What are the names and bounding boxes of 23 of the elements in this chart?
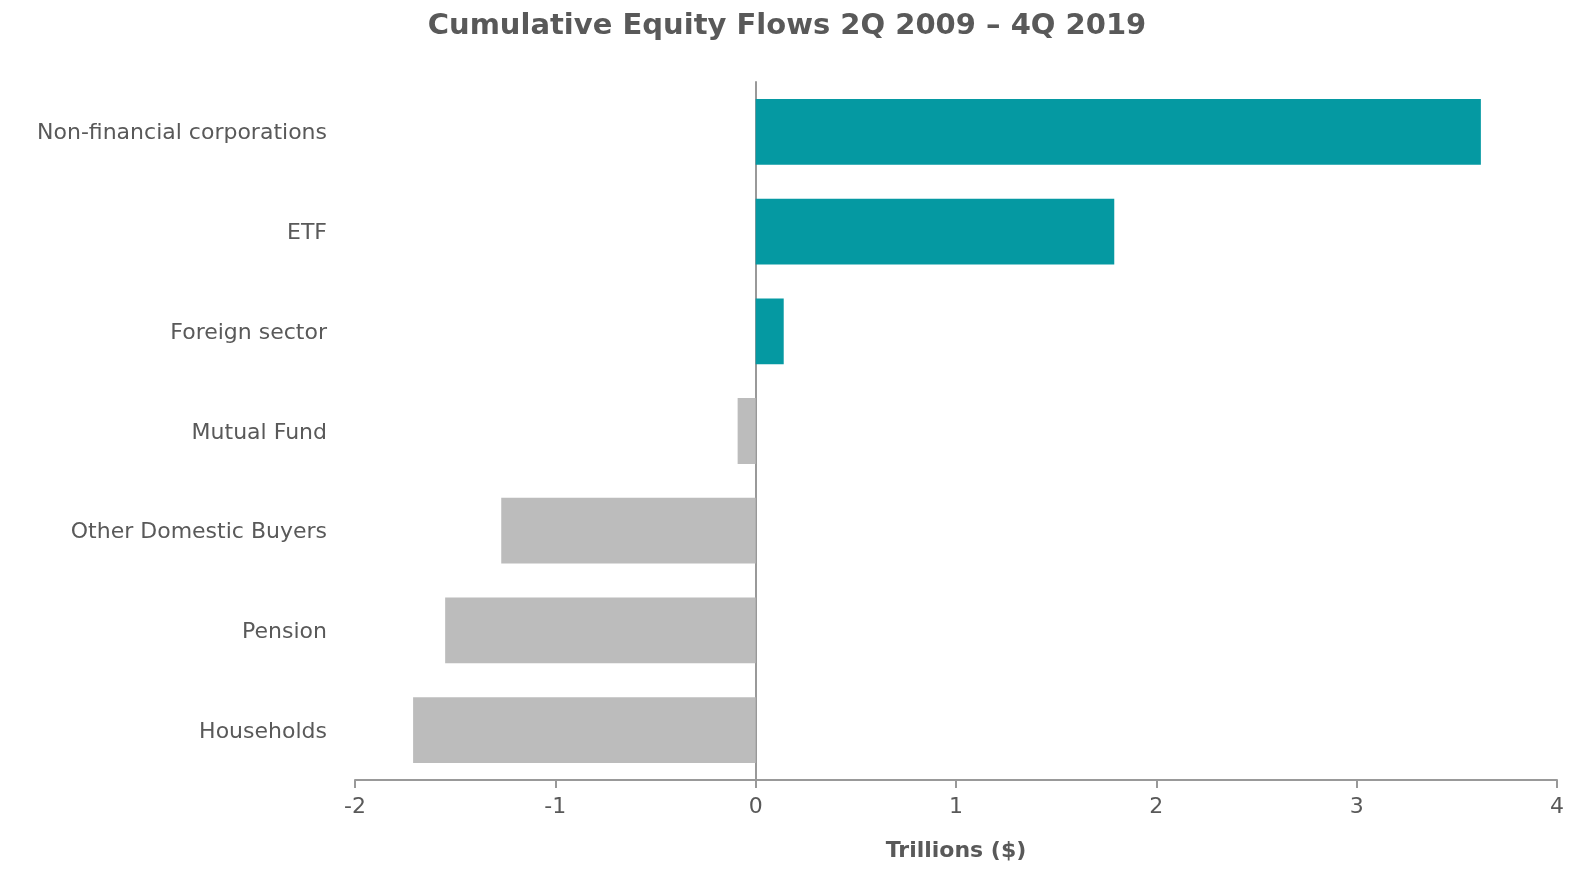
chart-title: Cumulative Equity Flows 2Q 2009 – 4Q 2019 (427, 6, 1147, 41)
bar (445, 597, 756, 664)
y-tick-label: Other Domestic Buyers (70, 518, 327, 544)
x-tick-label: 4 (1550, 792, 1564, 818)
y-tick-label: ETF (287, 219, 327, 245)
bar (413, 697, 756, 764)
x-tick-label: -2 (344, 792, 366, 818)
x-tick-label: 3 (1349, 792, 1364, 818)
x-tick-label: 2 (1149, 792, 1164, 818)
x-axis-title: Trillions ($) (885, 836, 1027, 862)
bar (755, 298, 784, 365)
bar (737, 398, 756, 464)
bar (501, 497, 756, 564)
y-tick-label: Non-financial corporations (37, 119, 327, 145)
x-tick-label: 0 (748, 792, 763, 818)
bar (755, 98, 1481, 165)
y-tick-label: Mutual Fund (191, 418, 327, 444)
bar (755, 198, 1115, 265)
y-tick-label: Households (199, 717, 327, 743)
x-tick-label: 1 (949, 792, 963, 818)
y-tick-label: Foreign sector (170, 318, 328, 344)
x-tick-label: -1 (544, 792, 567, 818)
y-tick-label: Pension (242, 617, 327, 643)
